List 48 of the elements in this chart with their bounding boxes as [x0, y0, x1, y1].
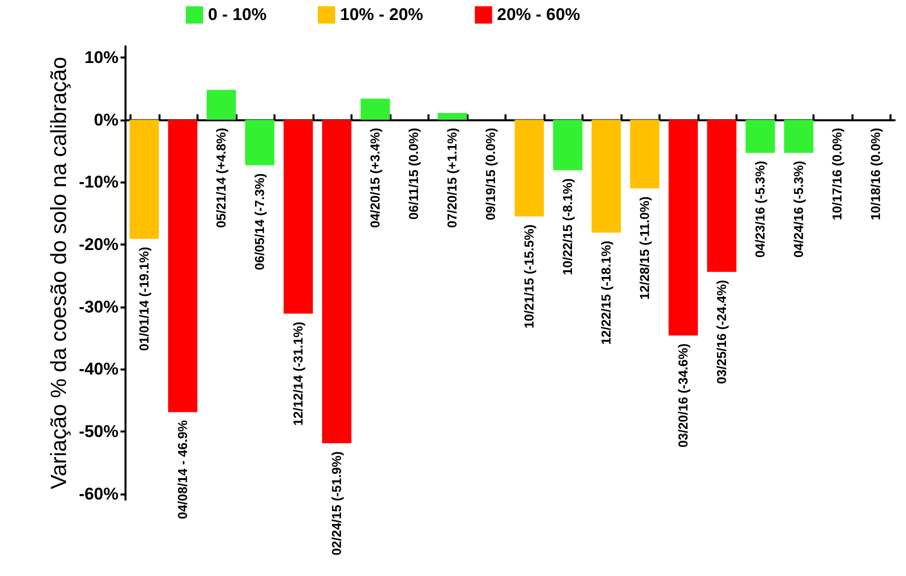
- x-tick-label: 05/21/14 (+4.8%): [213, 128, 228, 228]
- y-tick-label: -10%: [78, 172, 118, 192]
- bar: [206, 90, 236, 120]
- bar: [746, 120, 775, 153]
- bar: [245, 120, 274, 166]
- x-tick-label: 12/22/15 (-18.1%): [598, 240, 614, 345]
- bar: [592, 120, 621, 233]
- bar: [707, 120, 736, 272]
- y-axis-title: Variação % da coesão do solo na calibração: [46, 56, 71, 490]
- bar: [553, 120, 582, 170]
- legend-label: 0 - 10%: [208, 4, 267, 24]
- y-tick-label: -20%: [78, 234, 118, 254]
- x-tick-label: 04/24/16 (-5.3%): [790, 160, 806, 258]
- y-tick-label: -40%: [78, 360, 118, 379]
- bar: [514, 120, 544, 216]
- legend-label: 20% - 60%: [497, 4, 580, 24]
- bar: [322, 120, 352, 444]
- x-tick-label: 07/20/15 (+1.1%): [444, 128, 460, 228]
- x-tick-label: 09/19/15 (0.0%): [482, 128, 498, 220]
- bar: [668, 120, 698, 336]
- y-tick-label: -30%: [78, 297, 118, 316]
- x-tick-label: 02/24/15 (-51.9%): [328, 451, 344, 556]
- x-tick-label: 10/21/15 (-15.5%): [521, 224, 536, 328]
- x-tick-label: 12/28/15 (-11.0%): [636, 196, 652, 300]
- x-tick-label: 04/08/14 - 46.9%: [174, 420, 190, 520]
- x-tick-label: 10/18/16 (0.0%): [868, 128, 883, 220]
- y-tick-label: 0%: [94, 110, 118, 130]
- x-tick-label: 04/20/15 (+3.4%): [367, 128, 382, 228]
- x-tick-label: 03/25/16 (-24.4%): [714, 280, 729, 384]
- x-tick-label: 04/23/16 (-5.3%): [752, 160, 768, 258]
- x-tick-label: 06/11/15 (0.0%): [406, 128, 421, 220]
- x-tick-label: 03/20/16 (-34.6%): [675, 343, 690, 448]
- bar: [438, 112, 467, 120]
- x-tick-label: 12/12/14 (-31.1%): [290, 322, 306, 426]
- x-tick-label: 01/01/14 (-19.1%): [136, 246, 152, 351]
- x-tick-label: 10/17/16 (0.0%): [829, 128, 844, 220]
- bar: [360, 98, 390, 120]
- legend-label: 10% - 20%: [340, 4, 424, 24]
- bar: [784, 120, 814, 153]
- bar: [630, 120, 660, 188]
- bar: [168, 120, 198, 412]
- y-tick-label: -50%: [78, 422, 118, 441]
- y-tick-label: -60%: [78, 484, 118, 504]
- x-tick-label: 06/05/14 (-7.3%): [252, 173, 267, 270]
- bar: [284, 120, 313, 314]
- bar: [130, 120, 159, 239]
- x-tick-label: 10/22/15 (-8.1%): [560, 178, 575, 276]
- y-tick-label: 10%: [84, 48, 118, 67]
